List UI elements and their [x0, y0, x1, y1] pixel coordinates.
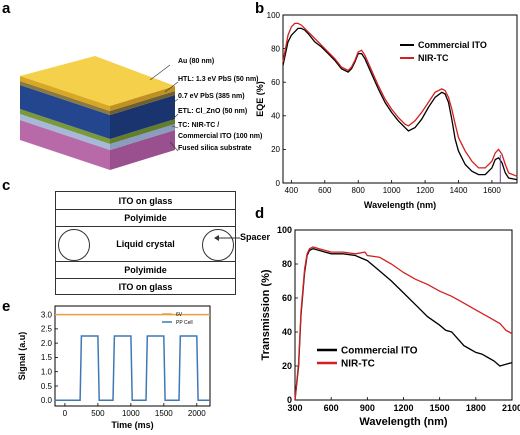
x-tick-label: 600 [324, 403, 339, 413]
device-stack-illustration [20, 56, 179, 170]
panel-label-d: d [255, 205, 265, 222]
legend-label: NIR-TC [418, 53, 449, 63]
x-axis-label: Wavelength (nm) [364, 200, 436, 210]
y-tick-label: 1.5 [41, 353, 53, 362]
htl-side [110, 91, 175, 115]
htl-front [20, 81, 110, 115]
pbs-front [20, 85, 110, 139]
series-line-nir-tc [282, 22, 518, 177]
plot-frame [294, 229, 513, 401]
y-tick-label: 60 [271, 78, 280, 87]
x-tick-label: 1000 [122, 409, 140, 418]
y-tick-label: 0.5 [41, 382, 53, 391]
panel-label-c: c [2, 177, 11, 194]
zno-front [20, 109, 110, 144]
eqe-chart: 400 600 800 1000 1200 1400 1600 0 20 40 60 80 100 Wav… [255, 11, 518, 210]
y-tick-label: 0.0 [41, 396, 53, 405]
gold-top [20, 56, 175, 106]
layer-label-etl: ETL: Cl_ZnO (50 nm) [178, 108, 248, 115]
y-tick-label: 20 [282, 361, 292, 371]
panel-label-b: b [255, 0, 265, 17]
x-tick-label: 1500 [430, 403, 450, 413]
panel-label-a: a [2, 0, 11, 17]
y-tick-label: 100 [277, 225, 292, 235]
x-tick-label: 1500 [155, 409, 173, 418]
signal-chart: 0 500 1000 1500 2000 0.0 0.5 1.0 1.5 2.0 2.5 3.0 Tim… [17, 305, 211, 430]
series-line-commercial-ito [282, 27, 518, 181]
y-tick-label: 20 [271, 145, 280, 154]
y-tick-label: 0 [276, 179, 281, 188]
plot-frame [54, 305, 211, 407]
y-tick-label: 80 [271, 44, 280, 53]
tco-front [20, 114, 110, 150]
layer-label-pbs: 0.7 eV PbS (385 nm) [178, 93, 245, 100]
y-tick-label: 40 [282, 327, 292, 337]
plot-frame [282, 14, 518, 184]
spacer-arrow [214, 235, 240, 241]
lc-layer-polyimide-top: Polyimide [56, 210, 235, 227]
series-line-nir-tc [294, 246, 513, 401]
layer-label-substrate: Fused silica substrate [178, 145, 252, 152]
legend-label: NIR-TC [341, 359, 375, 370]
y-tick-label: 80 [282, 259, 292, 269]
x-axis-label: Wavelength (nm) [359, 416, 448, 428]
x-tick-label: 2000 [188, 409, 206, 418]
y-tick-label: 2.0 [41, 339, 53, 348]
y-tick-label: 1.0 [41, 368, 53, 377]
x-tick-label: 1200 [393, 403, 413, 413]
layer-label-ito: Commercial ITO (100 nm) [178, 133, 263, 140]
gold-side [110, 86, 175, 111]
y-tick-label: 2.5 [41, 325, 53, 334]
zno-side [110, 119, 175, 144]
transmission-chart: 300 600 900 1200 1500 1800 2100 0 20 40 60 80 100 Wav… [260, 225, 520, 428]
spacer-right [202, 229, 234, 261]
series-line-commercial-ito [294, 248, 513, 401]
legend-label: PP Cell [176, 320, 193, 326]
substrate-side [110, 130, 175, 170]
y-tick-label: 40 [271, 112, 280, 121]
y-tick-label: 60 [282, 293, 292, 303]
x-tick-label: 500 [91, 409, 105, 418]
x-tick-label: 1800 [466, 403, 486, 413]
y-axis-label: Transmission (%) [260, 269, 272, 360]
lc-layer-liquid-crystal: Liquid crystal [56, 227, 235, 262]
lc-layer-ito-bottom: ITO on glass [118, 282, 173, 292]
layer-label-au: Au (80 nm) [178, 58, 215, 65]
pbs-side [110, 95, 175, 139]
x-tick-label: 900 [360, 403, 375, 413]
legend-label: Commercial ITO [341, 346, 418, 357]
lc-layer-polyimide-bottom: Polyimide [56, 262, 235, 279]
x-tick-label: 0 [63, 409, 68, 418]
y-tick-label: 100 [267, 11, 281, 20]
substrate-front [20, 120, 110, 170]
x-tick-label: 1600 [483, 186, 501, 195]
spacer-left [58, 229, 90, 261]
x-axis-label: Time (ms) [111, 420, 153, 430]
lc-layer-ito-top: ITO on glass [56, 192, 235, 210]
x-tick-label: 600 [318, 186, 332, 195]
series-line-pp-cell [55, 335, 210, 402]
x-tick-label: 400 [285, 186, 299, 195]
gold-front [20, 76, 110, 111]
lc-cell-diagram: ITO on glass Polyimide Liquid crystal Po… [55, 191, 236, 295]
panel-label-e: e [2, 298, 11, 315]
spacer-label: Spacer [240, 232, 271, 242]
x-tick-label: 2100 [502, 403, 520, 413]
legend-label: 6V [176, 312, 183, 318]
legend-label: Commercial ITO [418, 40, 487, 50]
y-tick-label: 3.0 [41, 310, 53, 319]
x-tick-label: 800 [352, 186, 366, 195]
x-tick-label: 1400 [450, 186, 468, 195]
y-axis-label: EQE (%) [255, 81, 265, 117]
x-tick-label: 300 [287, 403, 302, 413]
y-axis-label: Signal (a.u) [17, 332, 27, 381]
x-tick-label: 1000 [383, 186, 401, 195]
layer-label-htl: HTL: 1.3 eV PbS (50 nm) [178, 76, 259, 83]
x-tick-label: 1200 [416, 186, 434, 195]
layer-label-tc: TC: NIR-TC / [178, 122, 220, 129]
y-tick-label: 0 [287, 395, 292, 405]
tco-side [110, 124, 175, 150]
